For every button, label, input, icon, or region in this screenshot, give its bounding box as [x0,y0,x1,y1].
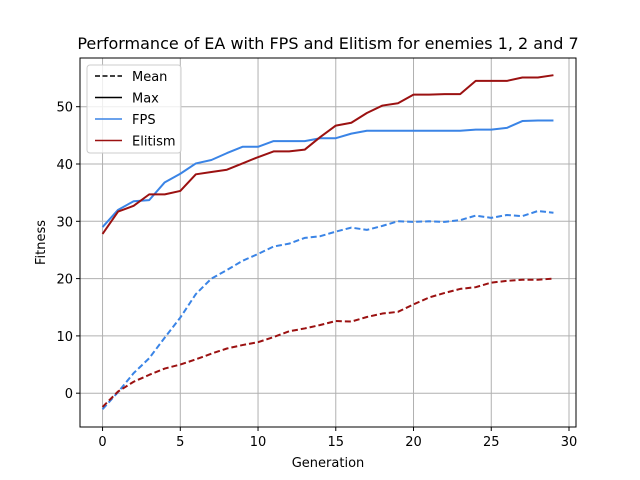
x-tick-label: 0 [98,435,106,450]
series-lines [101,74,554,410]
y-tick-label: 30 [56,215,73,230]
x-tick-label: 25 [483,435,500,450]
x-tick-label: 30 [561,435,578,450]
axis-ticks: 0 5 10 15 20 25 30 0 10 20 30 40 50 [56,101,577,450]
legend-items: Mean Max FPS Elitism [95,70,176,150]
series-line-elitism-max [101,74,554,235]
x-tick-label: 15 [328,435,345,450]
series-line-fps-max [101,119,554,228]
y-tick-label: 50 [56,101,73,116]
series-line-elitism-mean [101,277,554,408]
legend-box [86,64,182,154]
y-tick-label: 10 [56,330,73,345]
legend-label-mean: Mean [132,70,167,85]
x-tick-label: 20 [405,435,422,450]
legend-label-max: Max [132,92,159,107]
y-axis-label: Fitness [34,220,49,265]
x-axis-label: Generation [292,456,365,471]
y-tick-label: 20 [56,273,73,288]
legend-label-fps: FPS [132,113,156,128]
x-tick-label: 5 [176,435,184,450]
plot-frame [79,57,577,428]
legend-label-elitism: Elitism [132,135,176,150]
x-tick-label: 10 [250,435,267,450]
chart-title: Performance of EA with FPS and Elitism f… [77,34,578,53]
y-tick-label: 0 [65,387,73,402]
legend: Mean Max FPS Elitism [86,64,182,154]
y-tick-label: 40 [56,158,73,173]
grid [80,58,576,427]
